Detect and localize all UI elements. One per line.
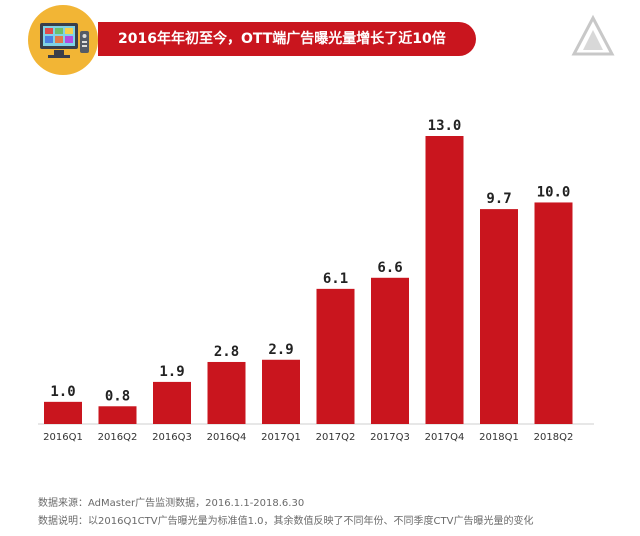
chart-title: 2016年年初至今，OTT端广告曝光量增长了近10倍 xyxy=(98,22,476,56)
bar-2016Q3 xyxy=(153,381,191,424)
tick-label-2016Q1: 2016Q1 xyxy=(43,432,83,443)
value-label-2017Q2: 6.1 xyxy=(323,271,348,287)
bar-2016Q2 xyxy=(98,406,137,424)
tv-icon xyxy=(40,23,89,58)
tick-label-2018Q2: 2018Q2 xyxy=(534,432,574,443)
value-label-2017Q4: 13.0 xyxy=(428,118,462,134)
value-label-2016Q3: 1.9 xyxy=(159,364,184,380)
value-label-2016Q2: 0.8 xyxy=(105,388,130,404)
value-label-2016Q1: 1.0 xyxy=(50,384,75,400)
bar-2018Q2 xyxy=(534,202,573,424)
tick-label-2016Q3: 2016Q3 xyxy=(152,432,192,443)
data-description-note: 数据说明：以2016Q1CTV广告曝光量为标准值1.0，其余数值反映了不同年份、… xyxy=(38,516,534,527)
tick-label-2017Q2: 2017Q2 xyxy=(316,432,356,443)
bar-2017Q3 xyxy=(371,277,409,424)
tick-label-2018Q1: 2018Q1 xyxy=(479,432,519,443)
tick-label-2017Q3: 2017Q3 xyxy=(370,432,410,443)
tick-label-2017Q4: 2017Q4 xyxy=(425,432,465,443)
value-label-2018Q2: 10.0 xyxy=(537,184,571,200)
tick-label-2016Q2: 2016Q2 xyxy=(98,432,138,443)
tick-label-2016Q4: 2016Q4 xyxy=(207,432,247,443)
bar-2017Q1 xyxy=(262,359,300,424)
bar-2016Q1 xyxy=(44,401,82,424)
value-label-2017Q1: 2.9 xyxy=(268,342,293,358)
bar-2017Q2 xyxy=(316,288,355,424)
bar-2018Q1 xyxy=(480,209,518,424)
tv-icon-badge xyxy=(28,5,98,75)
tick-label-2017Q1: 2017Q1 xyxy=(261,432,301,443)
value-label-2017Q3: 6.6 xyxy=(377,260,402,276)
value-label-2016Q4: 2.8 xyxy=(214,344,239,360)
value-label-2018Q1: 9.7 xyxy=(486,191,511,207)
data-source-note: 数据来源：AdMaster广告监测数据，2016.1.1-2018.6.30 xyxy=(38,498,305,509)
bar-2017Q4 xyxy=(425,136,464,424)
triangle-logo-icon xyxy=(571,14,615,56)
bar-2016Q4 xyxy=(207,361,246,424)
